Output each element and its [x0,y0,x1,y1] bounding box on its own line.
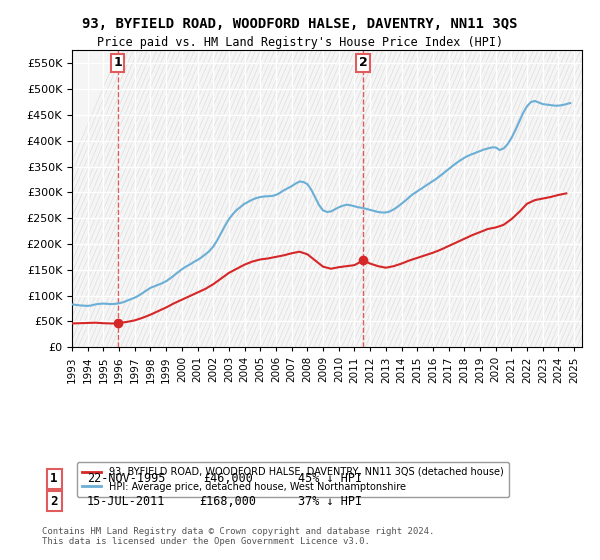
Text: 1: 1 [113,57,122,69]
Text: 1: 1 [50,472,58,486]
Text: 15-JUL-2011: 15-JUL-2011 [87,494,165,508]
Text: Contains HM Land Registry data © Crown copyright and database right 2024.
This d: Contains HM Land Registry data © Crown c… [42,526,434,546]
Text: 2: 2 [359,57,367,69]
Text: £168,000: £168,000 [199,494,257,508]
Legend: 93, BYFIELD ROAD, WOODFORD HALSE, DAVENTRY, NN11 3QS (detached house), HPI: Aver: 93, BYFIELD ROAD, WOODFORD HALSE, DAVENT… [77,462,509,497]
Text: £46,000: £46,000 [203,472,253,486]
Text: Price paid vs. HM Land Registry's House Price Index (HPI): Price paid vs. HM Land Registry's House … [97,36,503,49]
Text: 37% ↓ HPI: 37% ↓ HPI [298,494,362,508]
Text: 45% ↓ HPI: 45% ↓ HPI [298,472,362,486]
Text: 22-NOV-1995: 22-NOV-1995 [87,472,165,486]
Text: 2: 2 [50,494,58,508]
Text: 93, BYFIELD ROAD, WOODFORD HALSE, DAVENTRY, NN11 3QS: 93, BYFIELD ROAD, WOODFORD HALSE, DAVENT… [82,17,518,31]
